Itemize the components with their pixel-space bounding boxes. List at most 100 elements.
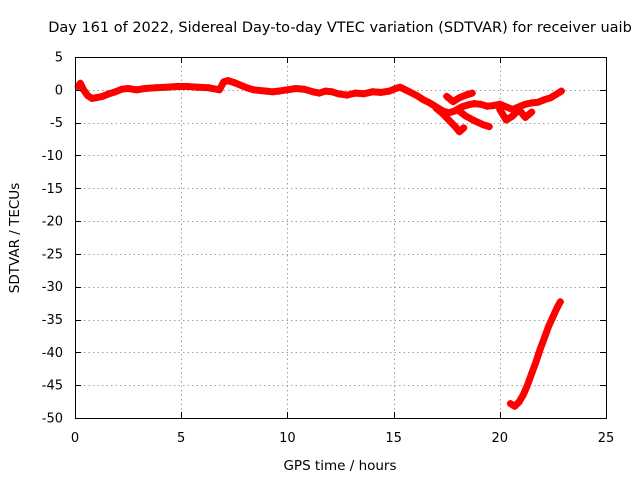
data-point [118,85,126,93]
chart-title: Day 161 of 2022, Sidereal Day-to-day VTE… [48,20,632,36]
data-point [256,87,264,94]
data-point [455,94,463,102]
data-point [368,88,376,96]
data-point [523,381,531,389]
data-point [540,334,548,342]
data-point [468,89,476,97]
data-point [80,86,87,94]
data-point [511,402,519,410]
data-point [502,116,510,124]
data-point [509,112,516,120]
data-point [292,85,300,92]
x-tick-label: 10 [279,431,296,446]
data-point [385,87,393,95]
data-point [99,92,107,100]
data-point [152,84,160,92]
data-point [455,128,463,136]
data-point [111,88,119,96]
data-point [413,92,421,100]
tick-labels: 0 5 10 15 20 25 5 0 -5 -10 -15 -20 -25 -30 -35 -40 -45 -5… [42,51,615,447]
data-point [334,90,342,98]
data-point [453,106,461,113]
data-point [460,124,468,132]
data-point [553,90,561,98]
data-point [502,103,510,111]
data-point [315,89,323,97]
data-point [76,79,84,87]
data-point [224,77,232,85]
data-point [534,98,542,106]
data-point [162,83,170,91]
data-point [300,85,308,93]
data-point [84,92,92,100]
plot-frame [75,57,607,419]
x-tick-label: 20 [492,431,509,446]
data-series-layer [74,77,565,410]
axis-ticks [75,57,607,419]
data-point [545,322,553,330]
data-point [462,112,470,120]
data-point [521,113,529,121]
data-point [479,121,487,129]
data-point [445,116,453,124]
x-tick-label: 0 [71,431,79,446]
data-point [194,83,202,91]
data-point [506,400,514,408]
y-tick-label: 0 [55,83,63,98]
data-point [133,86,141,94]
data-point [489,102,497,110]
data-point [540,96,548,104]
data-point [549,313,557,321]
data-point [556,298,564,306]
data-point [528,108,536,116]
data-point [470,100,478,108]
data-point [449,98,457,106]
data-point [432,104,440,112]
data-point [485,123,493,131]
data-point [528,369,536,377]
data-point [396,83,404,91]
y-tick-label: -40 [42,346,63,361]
data-point [464,101,472,109]
data-point [400,85,408,93]
data-point [557,87,565,95]
data-point [351,89,359,97]
data-point [328,88,336,96]
x-axis-label: GPS time / hours [283,458,396,474]
y-tick-label: -25 [42,247,63,262]
data-point [443,92,451,100]
data-point [220,78,228,86]
data-point [477,100,485,108]
data-point [105,90,113,98]
data-point [439,109,446,117]
data-point [547,94,555,102]
data-point [515,106,523,113]
data-point [309,88,317,96]
data-point [462,91,470,99]
data-point [451,123,459,131]
data-point [519,391,527,399]
data-point [141,85,149,92]
data-point [360,90,368,98]
x-tick-label: 5 [177,431,185,446]
data-point [243,84,251,92]
grid-lines [75,57,606,418]
data-point [483,102,491,110]
y-tick-label: -20 [42,215,63,230]
data-point [249,86,257,94]
data-point [92,94,100,102]
y-axis-label: SDTVAR / TECUs [7,183,23,293]
y-tick-label: -35 [42,313,63,328]
y-tick-label: -5 [50,116,63,131]
data-point [184,83,192,90]
data-point [343,91,351,99]
data-point [377,88,385,96]
data-point [496,106,504,113]
data-point [262,87,270,95]
data-point [230,79,238,87]
data-point [521,100,529,108]
data-point [275,87,283,95]
data-point [269,88,276,96]
y-tick-label: -10 [42,149,63,164]
